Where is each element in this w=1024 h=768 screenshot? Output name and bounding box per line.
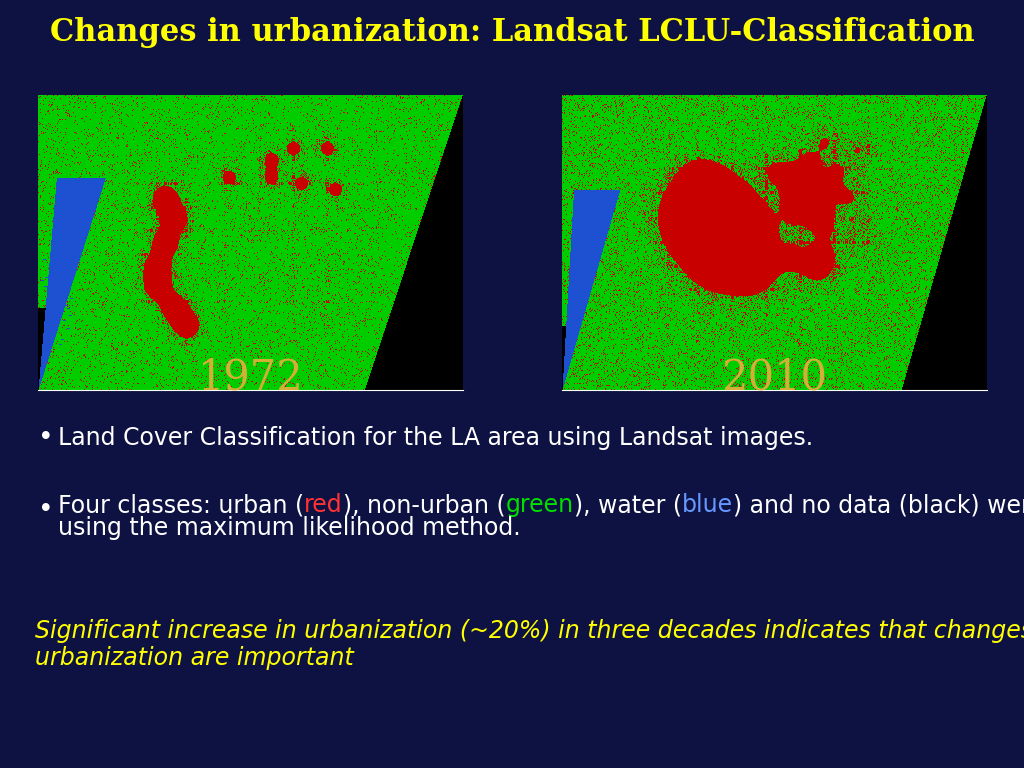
Text: blue: blue <box>682 493 732 517</box>
Text: using the maximum likelihood method.: using the maximum likelihood method. <box>58 516 520 540</box>
Text: Changes in urbanization: Landsat LCLU-Classification: Changes in urbanization: Landsat LCLU-Cl… <box>49 18 975 48</box>
Text: red: red <box>304 493 343 517</box>
Text: Four classes: urban (: Four classes: urban ( <box>58 493 304 517</box>
Text: 1972: 1972 <box>198 357 303 399</box>
Text: ) and no data (black) were derived: ) and no data (black) were derived <box>732 493 1024 517</box>
Text: •: • <box>38 425 53 451</box>
Text: Land Cover Classification for the LA area using Landsat images.: Land Cover Classification for the LA are… <box>58 426 813 450</box>
Text: urbanization are important: urbanization are important <box>35 646 353 670</box>
Text: 2010: 2010 <box>722 357 827 399</box>
Text: green: green <box>506 493 573 517</box>
Text: Significant increase in urbanization (~20%) in three decades indicates that chan: Significant increase in urbanization (~2… <box>35 619 1024 643</box>
Text: •: • <box>38 497 53 523</box>
Text: ), non-urban (: ), non-urban ( <box>343 493 506 517</box>
Text: ), water (: ), water ( <box>573 493 682 517</box>
